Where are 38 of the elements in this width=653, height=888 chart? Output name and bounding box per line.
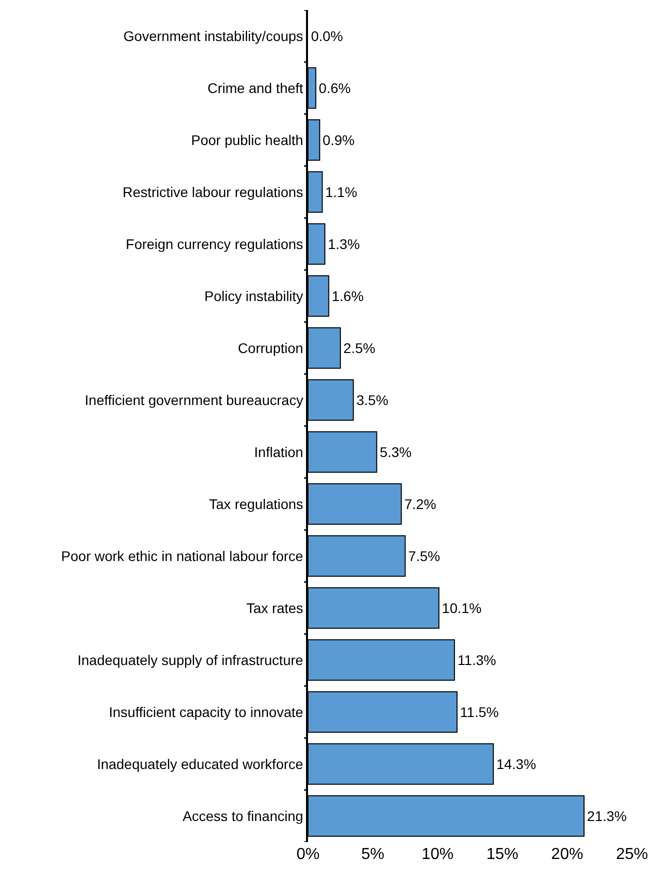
- data-label: 3.5%: [356, 392, 388, 408]
- data-label: 7.5%: [408, 548, 440, 564]
- data-label: 7.2%: [404, 496, 436, 512]
- y-tick-label: Crime and theft: [207, 80, 304, 96]
- x-tick-label: 5%: [361, 846, 384, 863]
- x-tick-label: 10%: [422, 846, 454, 863]
- x-tick-label: 20%: [551, 846, 584, 863]
- y-tick-label: Tax regulations: [209, 496, 304, 512]
- data-label: 14.3%: [496, 756, 536, 772]
- data-label: 2.5%: [343, 340, 376, 356]
- data-label: 10.1%: [442, 600, 482, 616]
- x-tick-label: 0%: [296, 846, 320, 863]
- y-tick-label: Inefficient government bureaucracy: [84, 392, 304, 408]
- y-tick-label: Corruption: [238, 340, 304, 356]
- data-label: 0.0%: [311, 28, 343, 44]
- data-label: 11.3%: [457, 652, 496, 668]
- data-label: 1.6%: [332, 288, 364, 304]
- data-label: 21.3%: [587, 808, 627, 824]
- x-tick-label: 15%: [486, 846, 518, 863]
- y-tick-label: Inadequately supply of infrastructure: [77, 652, 304, 668]
- y-tick-label: Access to financing: [182, 808, 304, 824]
- data-label: 1.3%: [328, 236, 360, 252]
- data-label: 0.9%: [322, 132, 355, 148]
- data-label: 5.3%: [380, 444, 412, 460]
- y-tick-label: Policy instability: [204, 288, 304, 304]
- y-tick-label: Tax rates: [246, 600, 304, 616]
- y-tick-label: Foreign currency regulations: [126, 236, 304, 252]
- data-label: 11.5%: [460, 704, 499, 720]
- y-tick-label: Inadequately educated workforce: [96, 756, 304, 772]
- y-tick-label: Insufficient capacity to innovate: [108, 704, 304, 720]
- y-tick-label: Poor work ethic in national labour force: [61, 548, 304, 564]
- y-tick-label: Poor public health: [191, 132, 304, 148]
- y-tick-label: Government instability/coups: [123, 28, 304, 44]
- data-label: 0.6%: [318, 80, 351, 96]
- y-tick-label: Restrictive labour regulations: [122, 184, 304, 200]
- x-tick-label: 25%: [616, 846, 648, 863]
- data-label: 1.1%: [325, 184, 358, 200]
- y-tick-label: Inflation: [254, 444, 304, 460]
